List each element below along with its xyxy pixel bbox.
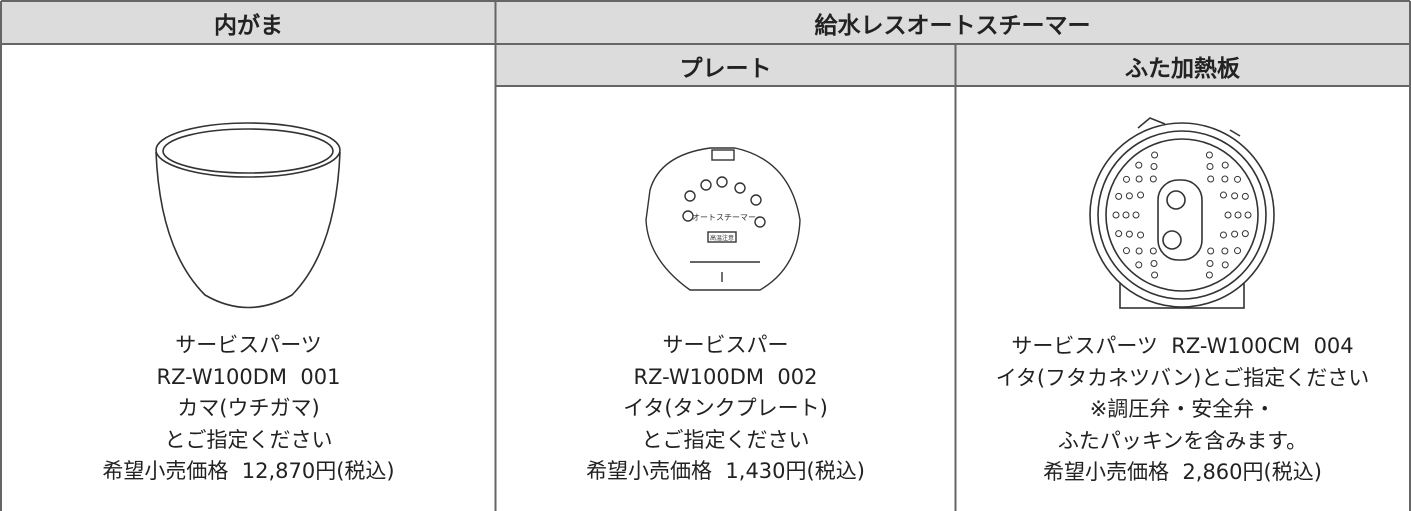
- text-line: とご指定ください: [641, 427, 810, 452]
- hole: [1150, 163, 1158, 171]
- cell-text: サービスパーツ RZ-W100DM 001 カマ(ウチガマ) とご指定ください希望小売…: [2, 330, 495, 488]
- text-line: サービスパー: [662, 333, 789, 357]
- text-line: 希望小売価格 1,430円(税込): [586, 459, 865, 483]
- text-line: イタ(タンクプレート): [623, 396, 828, 420]
- hole: [1234, 211, 1242, 219]
- cell-text: サービスパーツ RZ-W100CM 004 イタ(フタカネツバン)とご指定ください…: [956, 331, 1409, 489]
- hole: [1241, 192, 1249, 200]
- hole: [1231, 192, 1239, 200]
- hole: [1219, 231, 1227, 239]
- hole: [1221, 161, 1229, 169]
- hole: [1112, 211, 1120, 219]
- lid-holes: [1112, 151, 1252, 279]
- hole: [1205, 151, 1213, 159]
- hole: [1132, 211, 1140, 219]
- hole: [1115, 192, 1123, 200]
- plate-illustration: [645, 147, 801, 291]
- text-line: RZ-W100DM 001: [156, 364, 341, 389]
- hole: [1207, 175, 1215, 183]
- header-cell: 内がま: [2, 2, 495, 44]
- hole: [1151, 271, 1159, 279]
- hole: [1137, 231, 1145, 239]
- hole: [1207, 247, 1215, 255]
- sub-header-cell: ふた加熱板: [956, 45, 1409, 86]
- text-line: ※調圧弁・安全弁・: [1089, 397, 1276, 421]
- header-cell: 給水レスオートスチーマー: [496, 2, 1409, 44]
- hole: [1221, 175, 1229, 183]
- text-line: 希望小売価格 2,860円(税込): [1043, 460, 1322, 484]
- hole: [1149, 247, 1157, 255]
- hole: [1115, 230, 1123, 238]
- hole: [1241, 230, 1249, 238]
- illustration-label: オートスチーマー: [692, 213, 756, 222]
- text-line: サービスパーツ RZ-W100CM 004: [1011, 334, 1354, 358]
- hole: [1125, 230, 1133, 238]
- text-line: とご指定ください: [164, 427, 333, 452]
- illustration-label: 高温注意: [710, 234, 734, 242]
- hole: [1135, 261, 1143, 269]
- hole: [1125, 192, 1133, 200]
- hole: [1221, 261, 1229, 269]
- hole: [1135, 161, 1143, 169]
- hole: [1224, 211, 1232, 219]
- cell-text: サービスパー RZ-W100DM 002 イタ(タンクプレート) とご指定ください希望…: [496, 330, 955, 488]
- hole: [1137, 191, 1145, 199]
- text-line: サービスパーツ: [175, 333, 322, 357]
- hole: [1135, 175, 1143, 183]
- hole: [1219, 191, 1227, 199]
- hole: [1234, 175, 1242, 183]
- hole: [1244, 211, 1252, 219]
- text-line: カマ(ウチガマ): [177, 396, 320, 420]
- inner-pot-illustration: [155, 122, 341, 309]
- hole: [1151, 151, 1159, 159]
- hole: [1122, 175, 1130, 183]
- hole: [1206, 259, 1214, 267]
- hole: [1150, 259, 1158, 267]
- hole: [1122, 247, 1130, 255]
- hole: [1122, 211, 1130, 219]
- hole: [1231, 230, 1239, 238]
- text-line: ふたパッキンを含みます。: [1057, 428, 1308, 453]
- text-line: 希望小売価格 12,870円(税込): [102, 459, 395, 483]
- sub-header-cell: プレート: [496, 45, 955, 86]
- hole: [1206, 163, 1214, 171]
- text-line: RZ-W100DM 002: [633, 364, 818, 389]
- hole: [1205, 271, 1213, 279]
- text-line: イタ(フタカネツバン)とご指定ください: [995, 365, 1370, 390]
- hole: [1135, 247, 1143, 255]
- hole: [1149, 175, 1157, 183]
- lid-illustration: [1089, 117, 1275, 309]
- hole: [1221, 247, 1229, 255]
- hole: [1234, 247, 1242, 255]
